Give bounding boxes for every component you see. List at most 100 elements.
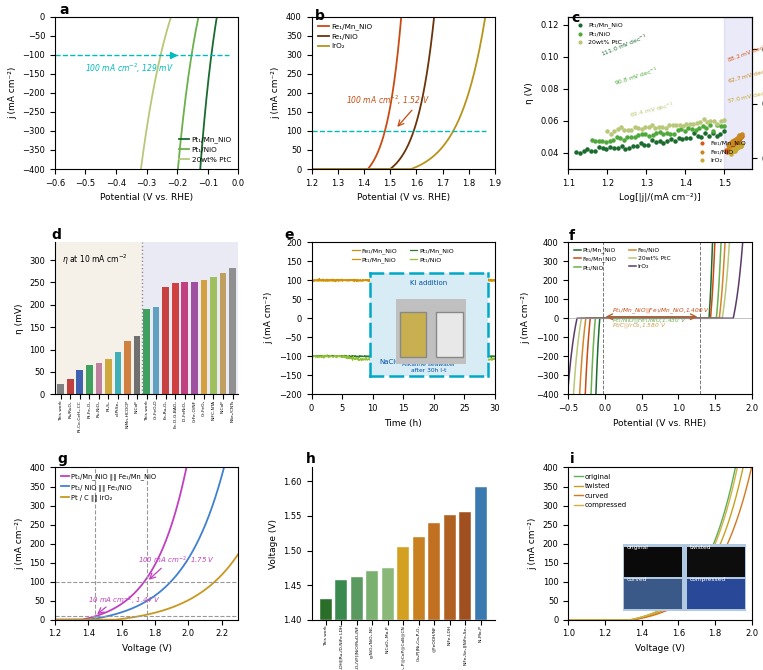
Text: f: f xyxy=(569,229,575,243)
Fe₁/Mn_NiO xyxy=(394,40,403,48)
Pt₁/Mn_NiO ∥∥ Fe₁/Mn_NiO xyxy=(110,604,119,612)
IrO₂ xyxy=(731,141,743,152)
Fe₁/NiO xyxy=(732,133,744,143)
Fe₁/Mn_NiO xyxy=(731,137,743,147)
Fe₁/Mn_NiO xyxy=(417,5,426,13)
20wt% PtC xyxy=(618,125,630,135)
Fe₁/NiO xyxy=(707,314,716,322)
20wt% PtC xyxy=(684,119,696,129)
Pt₁/Mn_NiO xyxy=(650,137,662,147)
Y-axis label: j (mA cm⁻²): j (mA cm⁻²) xyxy=(272,67,281,119)
compressed xyxy=(735,456,744,464)
Fe₁/Mn_NiO xyxy=(732,135,745,145)
Fe₁/NiO xyxy=(733,131,745,141)
Pt₁/NiO xyxy=(718,121,730,131)
20wt% PtC xyxy=(645,120,658,131)
Pt₁/NiO xyxy=(202,13,211,21)
Pt₁/Mn_NiO xyxy=(444,275,453,283)
Pt₁/Mn_NiO xyxy=(589,145,601,156)
Fe₁/NiO xyxy=(724,140,736,151)
Pt₁/NiO xyxy=(610,131,623,142)
20wt% PtC xyxy=(690,314,699,322)
Pt₁/Mn_NiO xyxy=(415,352,424,360)
Bar xyxy=(105,358,111,395)
Fe₁/NiO xyxy=(723,141,735,152)
compressed xyxy=(636,613,645,621)
compressed xyxy=(623,616,633,624)
Fe₁/NiO xyxy=(486,5,495,13)
Pt₁/Mn_NiO xyxy=(631,141,643,151)
IrO₂ xyxy=(728,146,740,157)
Fe₁/NiO xyxy=(430,5,439,13)
IrO₂ xyxy=(733,138,745,149)
Bar xyxy=(210,277,217,395)
Pt / C ∥∥ IrO₂ xyxy=(166,604,175,612)
IrO₂ xyxy=(726,145,739,156)
Text: 69.4 mV dec$^{-1}$: 69.4 mV dec$^{-1}$ xyxy=(629,100,675,120)
Fe₁/Mn_NiO xyxy=(710,234,720,243)
Text: a: a xyxy=(60,3,69,17)
Text: b: b xyxy=(315,9,325,23)
20wt% PtC xyxy=(231,13,240,21)
Pt₁/Mn_NiO xyxy=(354,352,363,360)
Pt₁/Mn_NiO xyxy=(707,274,716,282)
Pt₁/Mn_NiO xyxy=(710,131,723,141)
Pt₁/NiO xyxy=(707,126,720,137)
Pt / C ∥∥ IrO₂ xyxy=(184,596,193,604)
Pt₁/NiO xyxy=(646,129,658,140)
Line: Pt / C ∥∥ IrO₂: Pt / C ∥∥ IrO₂ xyxy=(55,554,238,620)
Bar xyxy=(398,547,409,620)
20wt% PtC xyxy=(629,122,641,133)
IrO₂ xyxy=(638,314,647,322)
compressed xyxy=(564,616,573,624)
Line: compressed: compressed xyxy=(568,460,752,620)
Fe₁/NiO xyxy=(458,5,467,13)
Fe₁/Mn_NiO xyxy=(395,29,404,37)
Line: Pt₁/Mn_NiO: Pt₁/Mn_NiO xyxy=(311,355,495,357)
Fe₁/Mn_NiO xyxy=(724,142,736,153)
original xyxy=(679,589,688,597)
Pt₁/ NiO ∥∥ Fe₁/NiO xyxy=(123,606,132,614)
Pt₁/Mn_NiO xyxy=(690,314,699,322)
Pt₁/ NiO ∥∥ Fe₁/NiO xyxy=(110,610,119,618)
Pt / C ∥∥ IrO₂ xyxy=(233,550,243,558)
Pt₁/Mn_NiO xyxy=(680,132,692,143)
Pt₁/Mn_NiO xyxy=(213,13,222,21)
Pt₁/Mn_NiO xyxy=(642,139,655,150)
Pt₁/NiO xyxy=(446,355,455,363)
Text: 111.0 mV dec$^{-1}$: 111.0 mV dec$^{-1}$ xyxy=(600,32,649,59)
Pt₁/Mn_NiO xyxy=(307,352,316,360)
Pt₁/Mn_NiO xyxy=(639,139,651,150)
Pt₁/NiO xyxy=(307,352,316,360)
Pt₁/Mn_NiO xyxy=(581,143,594,154)
20wt% PtC xyxy=(625,124,637,135)
Text: 100 mA cm$^{-2}$, 1.75 V: 100 mA cm$^{-2}$, 1.75 V xyxy=(138,555,215,567)
Pt₁/Mn_NiO xyxy=(235,13,244,21)
IrO₂ xyxy=(582,314,591,322)
curved xyxy=(636,614,645,622)
Pt₁/NiO xyxy=(160,173,169,181)
Line: curved: curved xyxy=(568,468,752,620)
Pt₁/Mn_NiO xyxy=(747,234,756,243)
20wt% PtC xyxy=(725,234,734,243)
Pt / C ∥∥ IrO₂ xyxy=(50,616,60,624)
Text: 62.7 mV dec$^{-1}$: 62.7 mV dec$^{-1}$ xyxy=(726,66,763,86)
Line: Fe₁/Mn_NiO: Fe₁/Mn_NiO xyxy=(311,279,495,281)
Fe₁/Mn_NiO xyxy=(721,147,733,157)
IrO₂ xyxy=(482,5,491,13)
Pt / C ∥∥ IrO₂ xyxy=(72,616,82,624)
20wt% PtC xyxy=(639,121,651,132)
Fe₁/NiO xyxy=(729,134,742,145)
Pt₁/Mn_NiO xyxy=(50,173,60,181)
Fe₁/Mn_NiO xyxy=(307,165,316,173)
Line: original: original xyxy=(568,460,752,620)
IrO₂ xyxy=(727,145,739,156)
Fe₁/Mn_NiO xyxy=(730,136,742,147)
Pt₁/NiO xyxy=(629,132,641,143)
Pt₁/Mn_NiO xyxy=(570,147,582,157)
Text: d: d xyxy=(51,228,61,241)
Pt₁/NiO xyxy=(607,134,620,145)
Pt₁/NiO xyxy=(747,234,756,243)
20wt% PtC xyxy=(160,34,169,42)
Line: twisted: twisted xyxy=(568,460,752,620)
